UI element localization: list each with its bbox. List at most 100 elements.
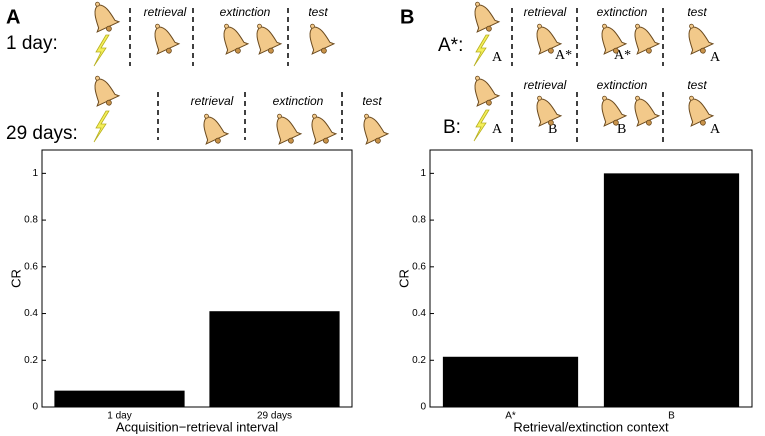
bell-clapper xyxy=(486,99,492,106)
phase-label: extinction xyxy=(597,5,648,19)
panel-label: B xyxy=(400,6,414,28)
bell-icon xyxy=(256,23,283,55)
bell-top xyxy=(257,23,262,29)
phase-label: retrieval xyxy=(191,94,234,108)
bell-icon xyxy=(311,113,338,145)
bell-icon xyxy=(688,95,715,127)
bell-body xyxy=(634,98,661,127)
row-label: 1 day: xyxy=(6,33,58,54)
context-label: A xyxy=(710,122,721,137)
bell-top xyxy=(95,75,100,81)
y-tick-label: 0.4 xyxy=(24,308,38,319)
bell-icon xyxy=(94,1,121,33)
shock-icon xyxy=(473,34,490,67)
plot-frame xyxy=(41,149,353,408)
phase-label: test xyxy=(308,5,328,19)
bell-top xyxy=(689,95,694,101)
bell-top xyxy=(310,23,315,29)
bar xyxy=(603,173,740,407)
bell-clapper xyxy=(613,119,619,126)
context-label: B xyxy=(617,122,626,137)
bell-top xyxy=(602,95,607,101)
bell-icon xyxy=(363,113,390,145)
bell-top xyxy=(635,23,640,29)
bell-icon xyxy=(154,23,181,55)
x-tick-label: B xyxy=(668,411,675,422)
bell-top xyxy=(537,95,542,101)
y-tick-label: 0.6 xyxy=(24,261,38,272)
y-tick-label: 0.8 xyxy=(412,215,426,226)
bar xyxy=(442,356,579,407)
bell-icon xyxy=(94,75,121,107)
schematic: A 1 day: retrieval extinction test 29 da… xyxy=(6,1,721,145)
bell-top xyxy=(95,1,100,7)
bell-top xyxy=(689,23,694,29)
bell-body xyxy=(276,116,303,145)
phase-label: test xyxy=(687,78,707,92)
row-label: A*: xyxy=(438,35,463,56)
bell-clapper xyxy=(288,137,294,144)
bell-body xyxy=(601,98,628,127)
y-tick-label: 0 xyxy=(420,402,426,413)
bell-clapper xyxy=(106,99,112,106)
bell-clapper xyxy=(548,119,554,126)
bell-icon xyxy=(634,95,661,127)
context-label: A* xyxy=(555,48,572,63)
bell-top xyxy=(537,23,542,29)
bell-top xyxy=(155,23,160,29)
x-tick-label: 1 day xyxy=(107,411,131,422)
y-tick-label: 1 xyxy=(32,168,38,179)
bell-top xyxy=(312,113,317,119)
context-label: B xyxy=(548,122,557,137)
bell-top xyxy=(602,23,607,29)
bell-body xyxy=(154,26,181,55)
bell-body xyxy=(94,78,121,107)
bar xyxy=(54,390,185,407)
bell-top xyxy=(475,1,480,7)
bell-clapper xyxy=(700,47,706,54)
bell-clapper xyxy=(235,47,241,54)
y-tick-label: 0.2 xyxy=(412,355,426,366)
y-tick-label: 0.4 xyxy=(412,308,426,319)
plot-frame xyxy=(429,149,753,408)
y-tick-label: 0.2 xyxy=(24,355,38,366)
bell-clapper xyxy=(323,137,329,144)
phase-label: extinction xyxy=(273,94,324,108)
phase-label: retrieval xyxy=(144,5,187,19)
bell-top xyxy=(475,75,480,81)
bell-icon xyxy=(601,23,628,55)
bell-body xyxy=(536,98,563,127)
bell-clapper xyxy=(215,137,221,144)
bell-clapper xyxy=(166,47,172,54)
phase-label: extinction xyxy=(220,5,271,19)
bell-clapper xyxy=(646,47,652,54)
y-tick-label: 0.8 xyxy=(24,215,38,226)
panel-label: A xyxy=(6,6,20,28)
bell-body xyxy=(256,26,283,55)
bell-icon xyxy=(474,1,501,33)
bell-body xyxy=(634,26,661,55)
bell-icon xyxy=(601,95,628,127)
bell-top xyxy=(204,113,209,119)
bell-top xyxy=(635,95,640,101)
bell-body xyxy=(474,4,501,33)
bell-clapper xyxy=(646,119,652,126)
bell-body xyxy=(311,116,338,145)
y-axis-label: CR xyxy=(8,269,23,288)
phase-label: retrieval xyxy=(524,5,567,19)
bell-clapper xyxy=(613,47,619,54)
bell-icon xyxy=(634,23,661,55)
bell-body xyxy=(688,98,715,127)
bar xyxy=(209,311,340,407)
bell-clapper xyxy=(700,119,706,126)
bell-body xyxy=(688,26,715,55)
bell-body xyxy=(203,116,230,145)
shock-icon xyxy=(93,110,110,143)
row-label: B: xyxy=(443,117,461,138)
context-label: A xyxy=(492,122,503,137)
phase-label: retrieval xyxy=(524,78,567,92)
y-tick-label: 1 xyxy=(420,168,426,179)
bell-clapper xyxy=(321,47,327,54)
bell-icon xyxy=(203,113,230,145)
